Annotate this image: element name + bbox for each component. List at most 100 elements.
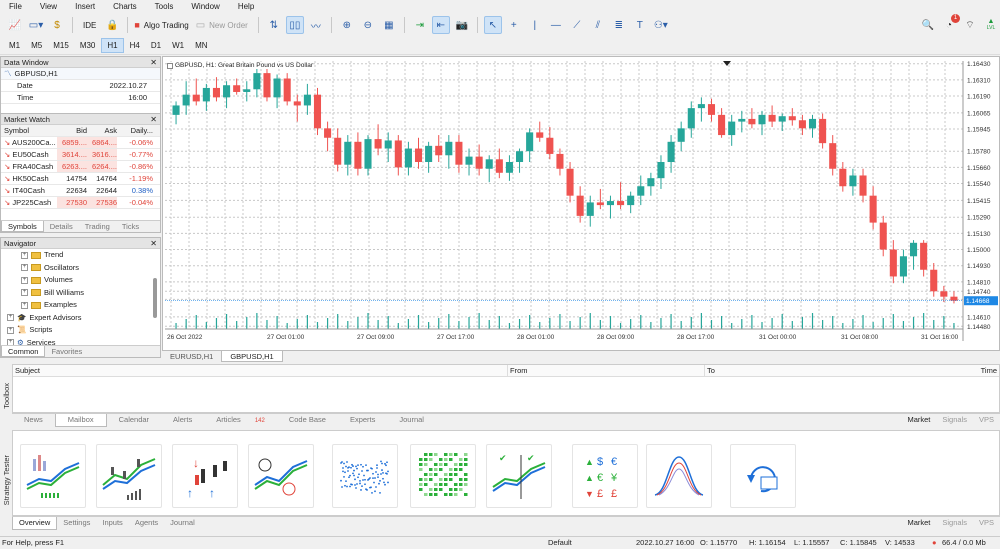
- strategy-card-currency[interactable]: ▲ $ € ▲ € ¥ ▼ £ £: [572, 444, 638, 508]
- tester-right-tab-signals[interactable]: Signals: [942, 518, 967, 527]
- tile-windows-icon[interactable]: ▦: [384, 19, 394, 31]
- strategy-card-indicator[interactable]: [96, 444, 162, 508]
- fibonacci-icon[interactable]: ≣: [614, 19, 624, 31]
- navigator-item[interactable]: + Examples: [21, 299, 160, 312]
- timeframe-d1[interactable]: D1: [150, 41, 162, 50]
- connection-icon[interactable]: ●: [932, 538, 937, 547]
- tab-news[interactable]: News: [12, 414, 55, 427]
- header-bid[interactable]: Bid: [76, 126, 87, 135]
- new-chart-icon[interactable]: 📈: [8, 19, 22, 31]
- tab-common[interactable]: Common: [1, 346, 46, 357]
- expand-icon[interactable]: +: [7, 326, 14, 334]
- column-subject[interactable]: Subject: [13, 365, 508, 376]
- horizontal-line-icon[interactable]: —: [550, 19, 561, 31]
- tab-symbols[interactable]: Symbols: [1, 221, 44, 232]
- strategy-card-timing[interactable]: [248, 444, 314, 508]
- shapes-icon[interactable]: ⚇▾: [653, 19, 668, 31]
- toolbox-right-tab-market[interactable]: Market: [907, 415, 931, 424]
- tab-overview[interactable]: Overview: [12, 517, 58, 530]
- menu-item-help[interactable]: Help: [237, 2, 255, 11]
- tab-agents[interactable]: Agents: [134, 518, 159, 527]
- market-icon[interactable]: $: [54, 19, 60, 31]
- close-icon[interactable]: ✕: [150, 115, 157, 124]
- tab-inputs[interactable]: Inputs: [102, 518, 123, 527]
- tab-settings[interactable]: Settings: [63, 518, 91, 527]
- expand-icon[interactable]: +: [7, 314, 14, 322]
- chart-tab[interactable]: GBPUSD,H1: [221, 351, 283, 362]
- strategy-card-visual[interactable]: ↓ ↑ ↑: [172, 444, 238, 508]
- navigator-scripts[interactable]: + 📜 Scripts: [1, 324, 160, 337]
- expand-icon[interactable]: +: [21, 251, 28, 259]
- menu-item-window[interactable]: Window: [191, 2, 220, 11]
- wifi-icon[interactable]: ⌔: [965, 19, 975, 31]
- navigator-item[interactable]: + Oscillators: [21, 262, 160, 275]
- strategy-card-math[interactable]: [646, 444, 712, 508]
- screenshot-icon[interactable]: 📷: [455, 19, 469, 31]
- tab-articles[interactable]: Articles 142: [204, 414, 277, 427]
- column-from[interactable]: From: [508, 365, 705, 376]
- market-watch-row[interactable]: ↘ JP225Cash 27530 27536 -0.04%: [1, 197, 160, 209]
- expand-icon[interactable]: +: [21, 301, 28, 309]
- candlestick-icon[interactable]: ▯▯: [285, 16, 304, 34]
- market-watch-row[interactable]: ↘ AUS200Ca... 6859.... 6864.... -0.06%: [1, 137, 160, 149]
- column-to[interactable]: To: [707, 366, 715, 375]
- new-order-button[interactable]: ▭ New Order: [196, 16, 252, 34]
- timeframe-h1[interactable]: H1: [101, 38, 124, 53]
- timeframe-h4[interactable]: H4: [129, 41, 140, 50]
- tab-ticks[interactable]: Ticks: [121, 222, 140, 231]
- toolbox-right-tab-signals[interactable]: Signals: [942, 415, 967, 424]
- strategy-card-optimization[interactable]: [332, 444, 398, 508]
- level-icon[interactable]: ▲ LVL: [986, 18, 996, 31]
- menu-item-view[interactable]: View: [39, 2, 58, 11]
- close-icon[interactable]: ✕: [150, 58, 157, 67]
- toolbox-right-tab-vps[interactable]: VPS: [978, 415, 994, 424]
- notifications-icon[interactable]: ◔ 1: [940, 14, 960, 34]
- price-chart[interactable]: 1.16430 1.16310 1.16190 1.16065 1.15945 1.157…: [163, 57, 999, 350]
- timeframe-m15[interactable]: M15: [53, 41, 69, 50]
- text-icon[interactable]: T: [636, 19, 643, 31]
- menu-item-insert[interactable]: Insert: [75, 2, 96, 11]
- timeframe-m1[interactable]: M1: [9, 41, 21, 50]
- tab-details[interactable]: Details: [49, 222, 73, 231]
- market-watch-row[interactable]: ↘ EU50Cash 3614.... 3616.... -0.77%: [1, 149, 160, 161]
- header-symbol[interactable]: Symbol: [4, 126, 30, 135]
- navigator-item[interactable]: + Volumes: [21, 274, 160, 287]
- market-watch-row[interactable]: ↘ IT40Cash 22634 22644 0.38%: [1, 185, 160, 197]
- tab-journal[interactable]: Journal: [170, 518, 195, 527]
- strategy-card-grid[interactable]: [410, 444, 476, 508]
- column-time[interactable]: Time: [980, 366, 997, 375]
- market-watch-row[interactable]: ↘ HK50Cash 14754 14764 -1.19%: [1, 173, 160, 185]
- lock-icon[interactable]: 🔒: [106, 19, 119, 31]
- timeframe-mn[interactable]: MN: [195, 41, 208, 50]
- navigator-scrollbar[interactable]: [153, 278, 157, 318]
- trendline-icon[interactable]: ⟋: [573, 19, 581, 31]
- tab-calendar[interactable]: Calendar: [107, 414, 161, 427]
- cursor-icon[interactable]: ↖: [483, 16, 502, 34]
- search-icon[interactable]: 🔍: [921, 19, 935, 31]
- tab-alerts[interactable]: Alerts: [161, 414, 204, 427]
- zoom-out-icon[interactable]: ⊖: [363, 19, 373, 31]
- tab-mailbox[interactable]: Mailbox: [54, 414, 107, 427]
- profiles-icon[interactable]: ▭▾: [28, 19, 44, 31]
- ide-button[interactable]: IDE: [79, 16, 100, 34]
- navigator-item[interactable]: + Bill Williams: [21, 287, 160, 300]
- tester-right-tab-market[interactable]: Market: [907, 518, 931, 527]
- crosshair-icon[interactable]: +: [510, 19, 517, 31]
- expand-icon[interactable]: +: [21, 276, 28, 284]
- tester-right-tab-vps[interactable]: VPS: [978, 518, 994, 527]
- navigator-item[interactable]: + Trend: [21, 249, 160, 262]
- strategy-card-open[interactable]: [730, 444, 796, 508]
- header-daily[interactable]: Daily...: [130, 126, 153, 135]
- timeframe-m30[interactable]: M30: [79, 41, 96, 50]
- market-watch-row[interactable]: ↘ FRA40Cash 6263.... 6264.... -0.86%: [1, 161, 160, 173]
- header-ask[interactable]: Ask: [104, 126, 117, 135]
- menu-item-tools[interactable]: Tools: [154, 2, 174, 11]
- tab-code-base[interactable]: Code Base: [277, 414, 338, 427]
- tab-trading[interactable]: Trading: [84, 222, 110, 231]
- line-chart-icon[interactable]: 〰: [310, 21, 321, 33]
- tab-favorites[interactable]: Favorites: [51, 347, 83, 356]
- chart-shift-icon[interactable]: ⇤: [431, 16, 450, 34]
- vertical-line-icon[interactable]: |: [533, 19, 537, 31]
- timeframe-m5[interactable]: M5: [31, 41, 43, 50]
- expand-icon[interactable]: +: [21, 264, 28, 272]
